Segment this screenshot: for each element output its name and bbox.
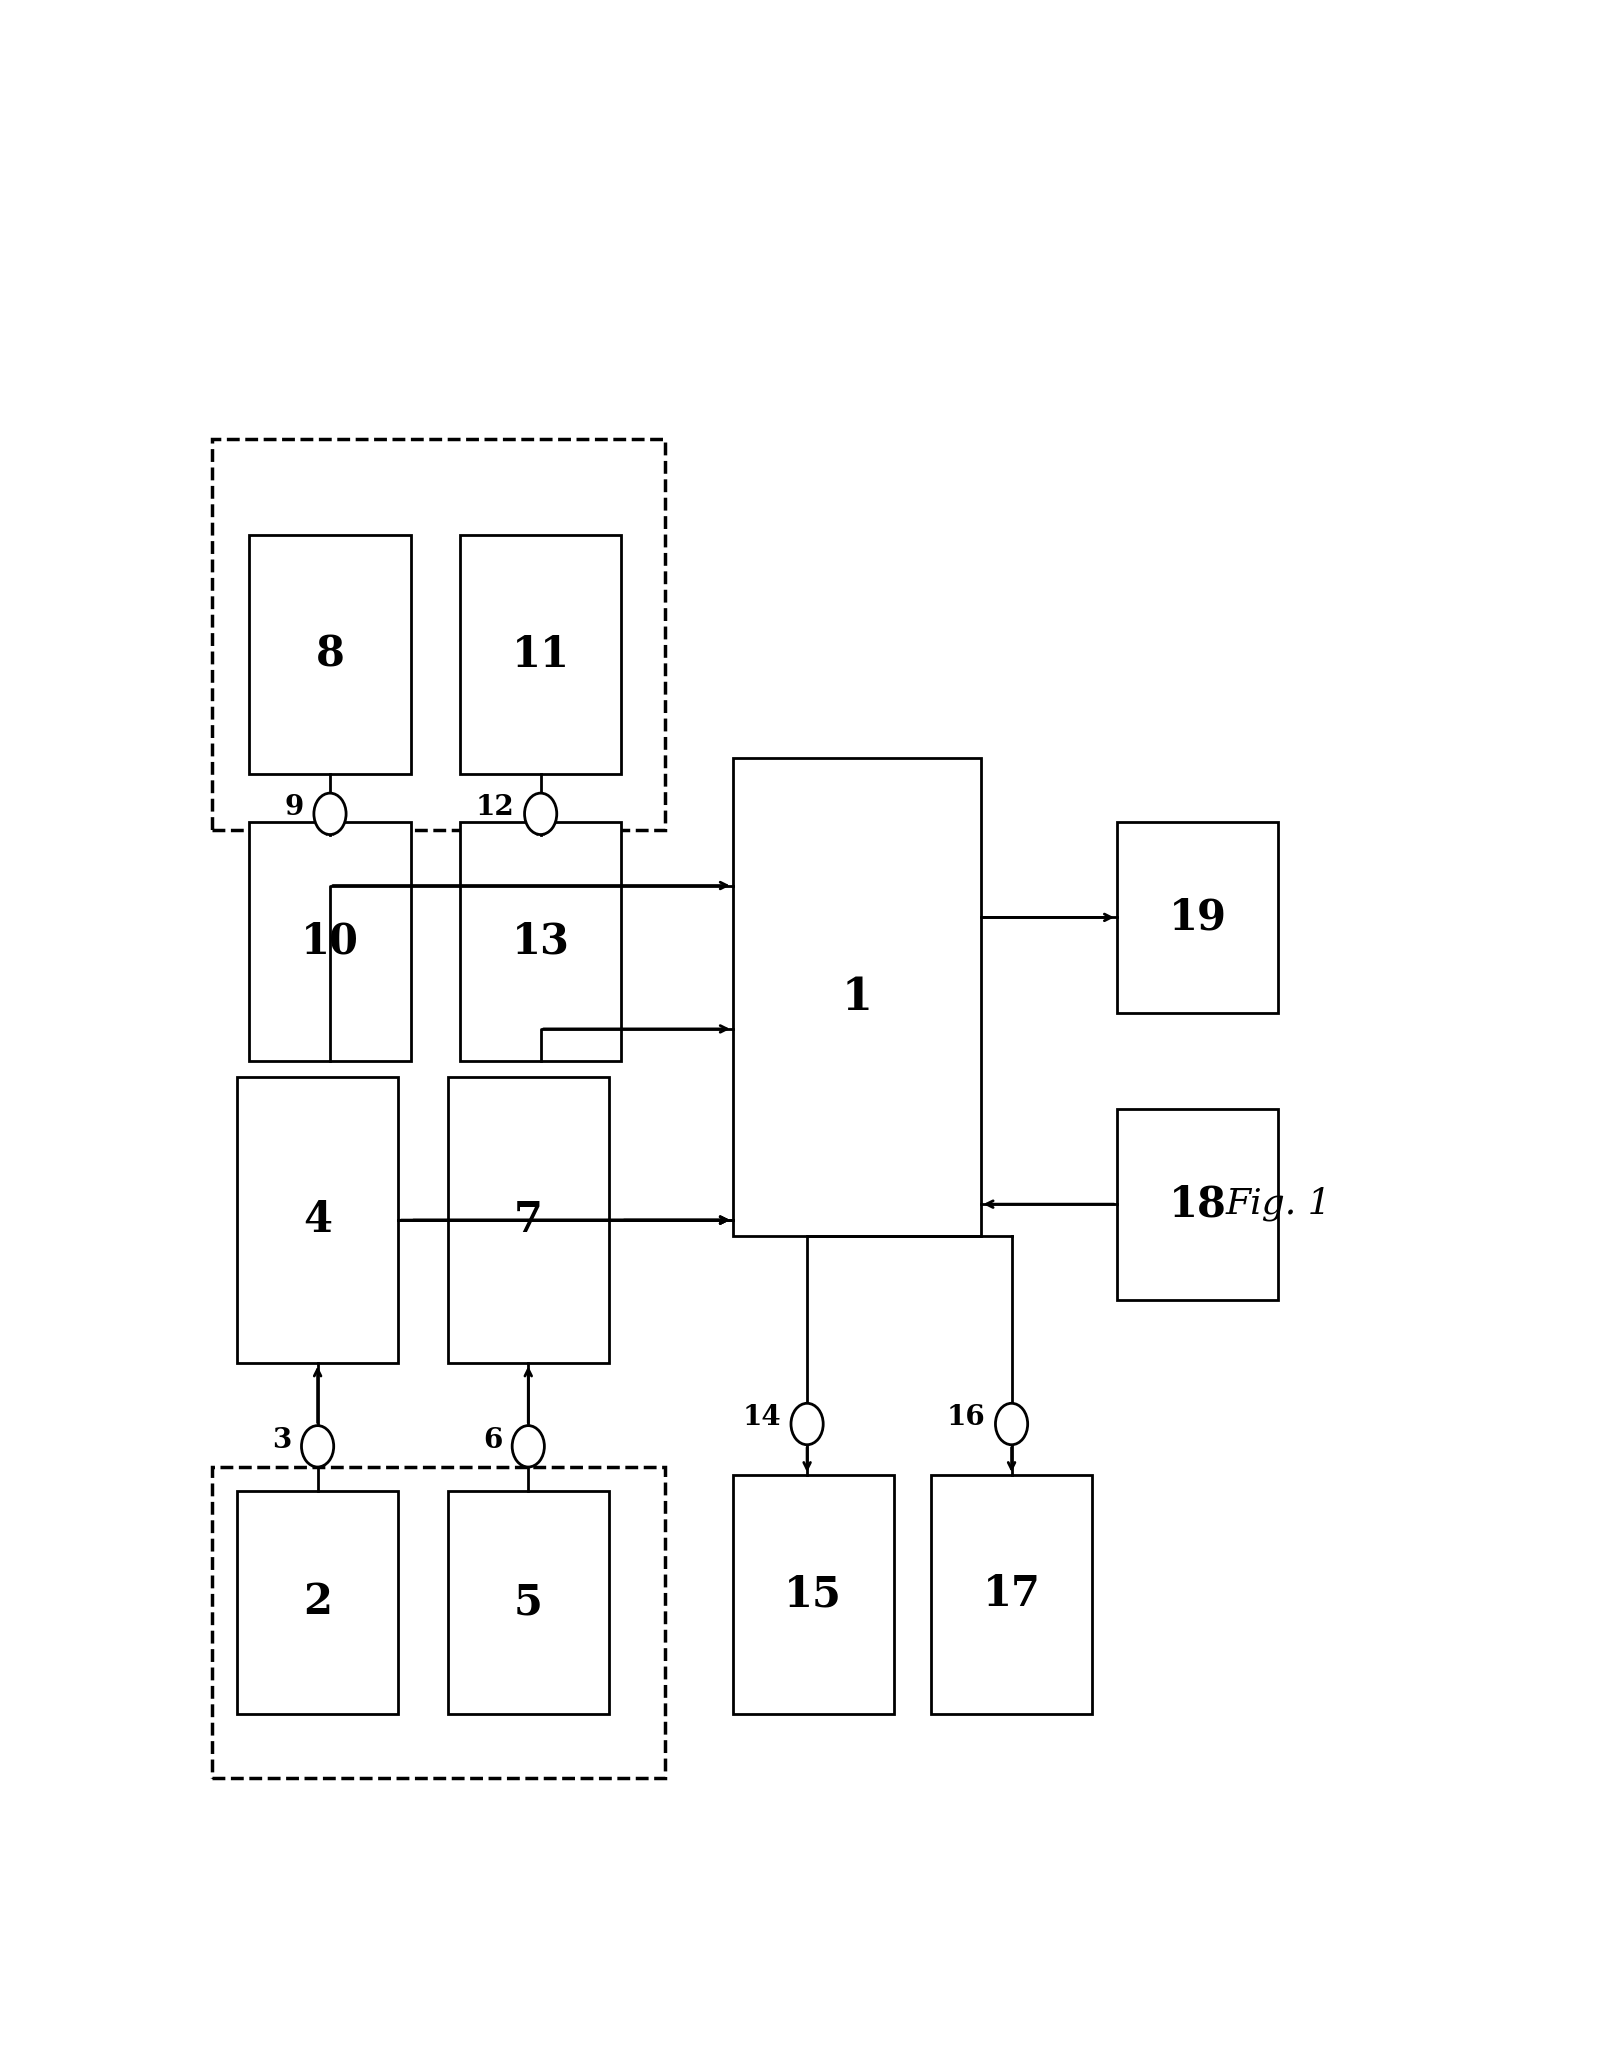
Bar xyxy=(461,536,620,774)
Text: 12: 12 xyxy=(477,794,515,821)
Circle shape xyxy=(792,1403,823,1444)
Bar xyxy=(448,1076,609,1363)
Bar xyxy=(213,1467,665,1777)
Text: 15: 15 xyxy=(785,1575,843,1616)
Text: 13: 13 xyxy=(512,921,569,962)
Circle shape xyxy=(302,1426,334,1467)
Bar xyxy=(237,1076,398,1363)
Bar xyxy=(213,439,665,830)
Text: 3: 3 xyxy=(272,1428,291,1455)
Text: 5: 5 xyxy=(513,1581,542,1624)
Bar xyxy=(1116,821,1278,1014)
Bar xyxy=(1116,1109,1278,1299)
Circle shape xyxy=(996,1403,1028,1444)
Circle shape xyxy=(512,1426,544,1467)
Text: 8: 8 xyxy=(315,633,344,674)
Text: 19: 19 xyxy=(1169,896,1226,939)
Text: 10: 10 xyxy=(301,921,360,962)
Bar xyxy=(732,1475,894,1713)
Text: 11: 11 xyxy=(512,633,569,674)
Bar xyxy=(249,536,411,774)
Text: 4: 4 xyxy=(304,1200,333,1241)
Text: 9: 9 xyxy=(285,794,304,821)
Bar xyxy=(249,821,411,1061)
Bar xyxy=(461,821,620,1061)
Text: 18: 18 xyxy=(1169,1183,1226,1225)
Text: 6: 6 xyxy=(483,1428,502,1455)
Bar xyxy=(448,1492,609,1713)
Text: 1: 1 xyxy=(841,977,871,1018)
Text: 16: 16 xyxy=(947,1405,985,1432)
Text: 14: 14 xyxy=(742,1405,780,1432)
Text: Fig. 1: Fig. 1 xyxy=(1225,1188,1330,1221)
Text: 7: 7 xyxy=(513,1200,542,1241)
Bar xyxy=(931,1475,1092,1713)
Bar xyxy=(732,757,980,1235)
Bar xyxy=(237,1492,398,1713)
Circle shape xyxy=(524,792,556,834)
Circle shape xyxy=(313,792,345,834)
Text: 17: 17 xyxy=(983,1575,1041,1616)
Text: 2: 2 xyxy=(304,1581,333,1624)
